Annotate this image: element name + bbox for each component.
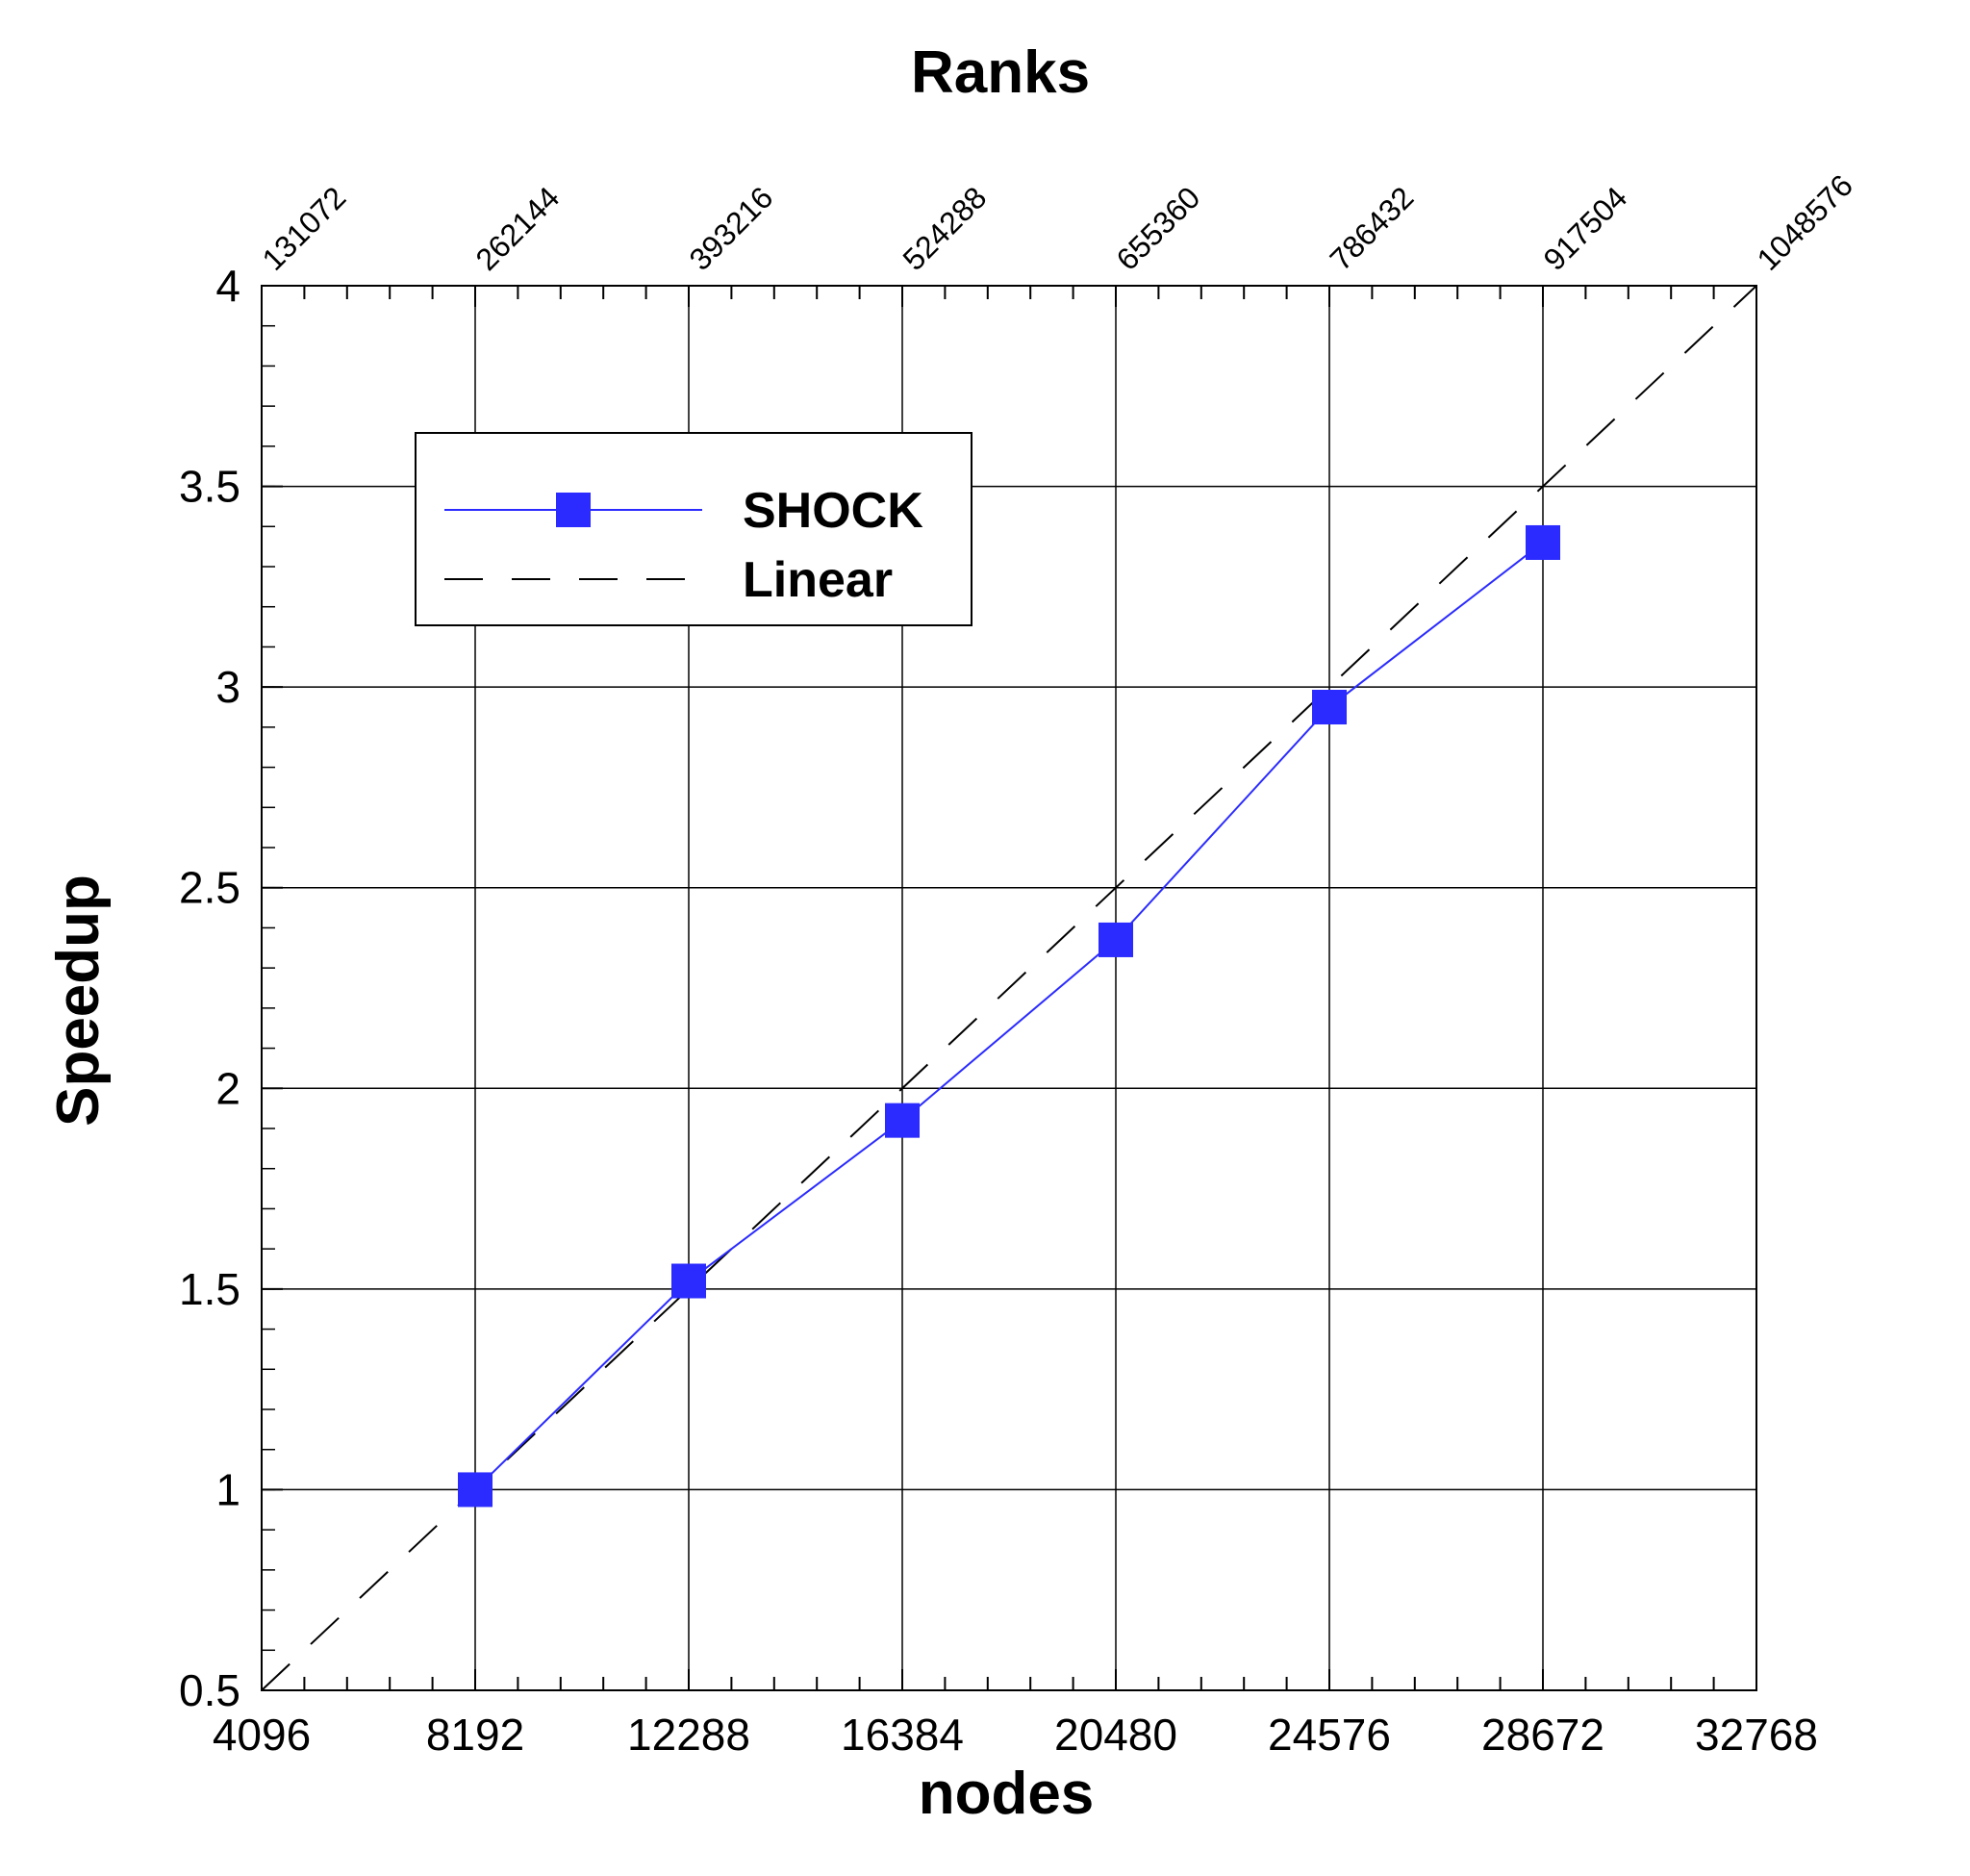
top-tick-label: 131072 bbox=[255, 180, 352, 277]
legend-box bbox=[415, 432, 972, 626]
y-tick-label: 2 bbox=[215, 1063, 240, 1113]
shock-data-point bbox=[458, 1472, 492, 1508]
y-tick-label: 1.5 bbox=[179, 1264, 240, 1314]
shock-data-point bbox=[671, 1263, 706, 1299]
top-tick-label: 917504 bbox=[1536, 180, 1633, 277]
shock-data-point bbox=[885, 1103, 920, 1138]
x-tick-label: 16384 bbox=[841, 1710, 964, 1760]
legend-shock-label: SHOCK bbox=[743, 483, 923, 539]
x-tick-label: 12288 bbox=[627, 1710, 750, 1760]
shock-series-line bbox=[474, 542, 1544, 1491]
top-axis-title: Ranks bbox=[911, 39, 1090, 106]
y-axis-title: Speedup bbox=[45, 875, 112, 1127]
x-tick-label: 28672 bbox=[1481, 1710, 1604, 1760]
y-tick-label: 0.5 bbox=[179, 1665, 240, 1715]
x-tick-label: 20480 bbox=[1054, 1710, 1177, 1760]
top-tick-label: 393216 bbox=[682, 180, 779, 277]
x-axis-title: nodes bbox=[919, 1761, 1095, 1827]
plot-frame bbox=[261, 285, 1757, 1691]
x-tick-label: 24576 bbox=[1268, 1710, 1391, 1760]
legend-shock-marker bbox=[556, 493, 591, 527]
shock-data-point bbox=[1526, 524, 1560, 560]
y-tick-label: 2.5 bbox=[179, 863, 240, 913]
top-tick-label: 524288 bbox=[896, 180, 993, 277]
x-tick-label: 4096 bbox=[213, 1710, 311, 1760]
top-tick-label: 262144 bbox=[468, 180, 566, 277]
shock-data-point bbox=[1099, 922, 1133, 957]
x-tick-label: 8192 bbox=[426, 1710, 524, 1760]
y-tick-label: 4 bbox=[215, 261, 240, 311]
x-tick-label: 32768 bbox=[1695, 1710, 1818, 1760]
y-tick-label: 3 bbox=[215, 662, 240, 712]
top-tick-label: 655360 bbox=[1109, 180, 1206, 277]
y-tick-label: 3.5 bbox=[179, 462, 240, 512]
y-tick-label: 1 bbox=[215, 1464, 240, 1514]
top-tick-label: 1048576 bbox=[1750, 167, 1859, 277]
shock-data-point bbox=[1312, 690, 1347, 724]
tick-labels: 4096 8192 12288 16384 20480 24576 28672 32768 0.… bbox=[179, 167, 1859, 1760]
legend-linear-label: Linear bbox=[743, 552, 893, 608]
series-layer bbox=[261, 285, 1757, 1691]
top-tick-label: 786432 bbox=[1323, 180, 1420, 277]
grid-lines bbox=[261, 285, 1757, 1691]
legend: SHOCK Linear bbox=[415, 432, 972, 626]
